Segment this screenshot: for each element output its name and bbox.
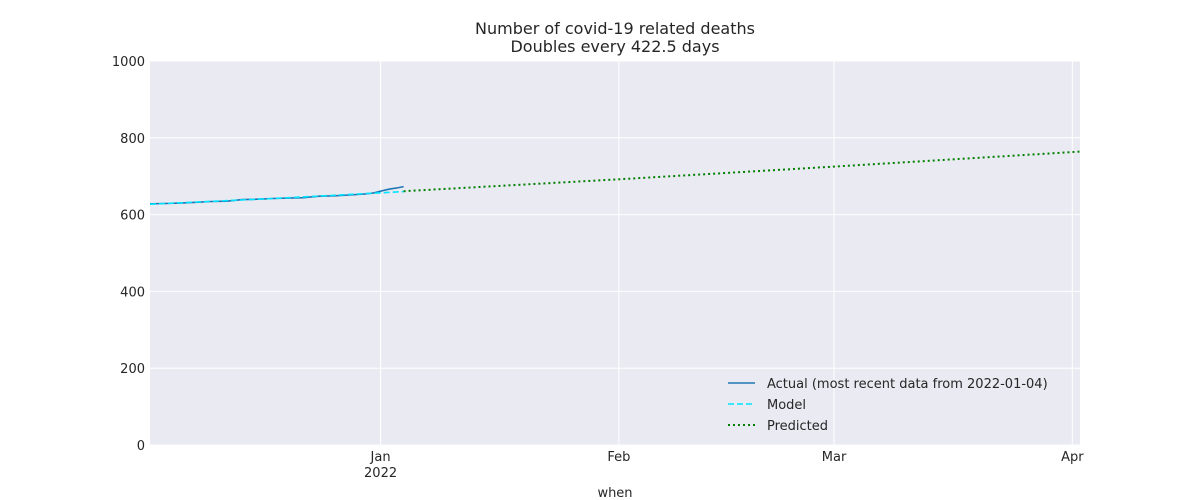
y-tick-label: 400 [120, 285, 145, 300]
legend-label: Actual (most recent data from 2022-01-04… [767, 377, 1048, 392]
x-axis-label: when [597, 486, 632, 500]
series-line-2 [149, 190, 404, 205]
legend-label: Predicted [767, 419, 828, 434]
chart-title: Number of covid-19 related deaths [475, 19, 755, 38]
x-tick-label: Jan [370, 450, 391, 465]
y-tick-label: 1000 [112, 55, 145, 70]
x-tick-sublabel: 2022 [364, 466, 397, 481]
legend-label: Model [767, 398, 806, 413]
y-tick-label: 800 [120, 132, 145, 147]
chart-subtitle: Doubles every 422.5 days [510, 37, 719, 56]
x-tick-label: Mar [822, 450, 847, 465]
plot-area [150, 61, 1080, 445]
y-tick-label: 600 [120, 209, 145, 224]
x-tick-label: Feb [607, 450, 630, 465]
legend: Actual (most recent data from 2022-01-04… [728, 377, 1048, 434]
x-tick-label: Apr [1061, 450, 1084, 465]
y-tick-label: 0 [137, 439, 145, 454]
grid [150, 60, 1080, 446]
y-tick-label: 200 [120, 362, 145, 377]
series-group [149, 150, 1081, 205]
